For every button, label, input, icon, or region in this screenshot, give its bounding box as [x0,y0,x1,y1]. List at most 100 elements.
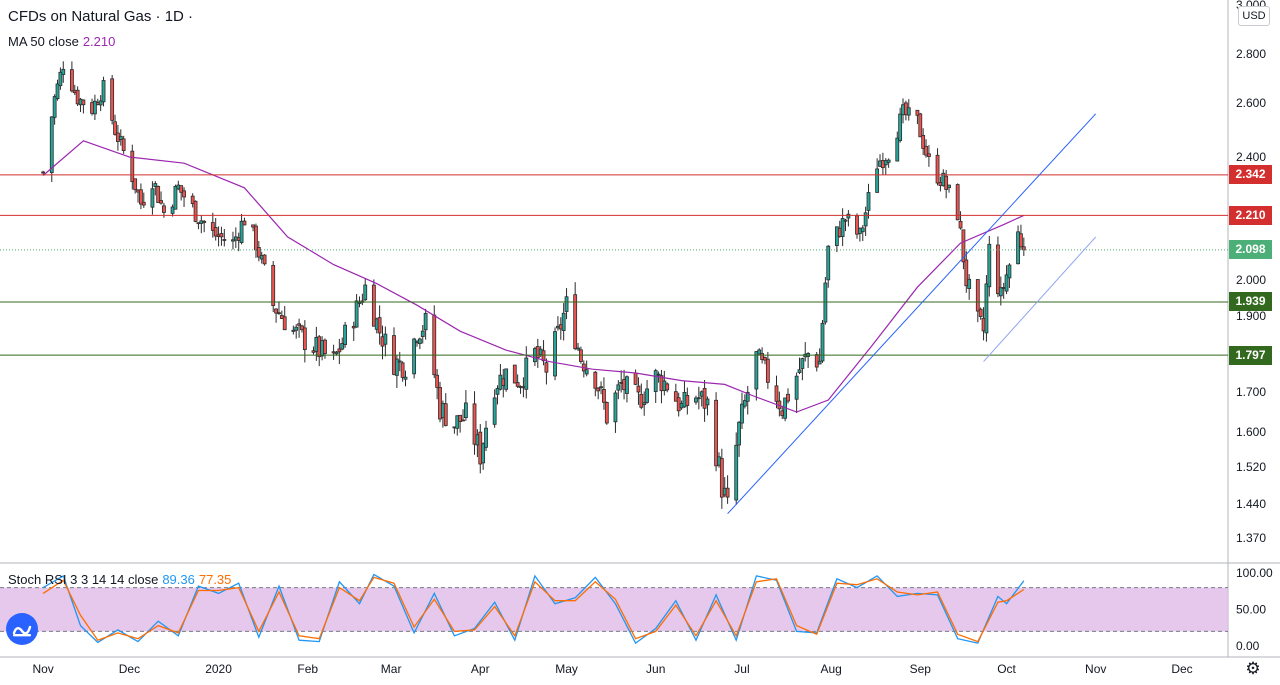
candle-body [412,338,417,375]
candle-body [863,212,868,227]
support-level-tag: 1.797 [1229,345,1272,365]
candle-body [642,402,647,405]
candle-body [1019,233,1023,248]
candle-body [947,184,951,189]
candle-body [541,350,546,362]
candle-body [210,222,215,231]
candle-body [113,121,117,135]
candle-body [967,278,972,289]
candle-body [765,358,770,383]
stoch-tick-label: 100.00 [1236,566,1273,580]
candle-body [394,358,399,376]
candle-body [371,284,376,327]
gear-icon[interactable]: ⚙ [1245,659,1261,678]
candle-body [383,333,388,345]
candle-body [461,419,465,422]
price-tick-label: 2.400 [1236,150,1266,164]
candle-body [98,100,103,106]
candle-body [110,78,115,121]
candle-body [564,296,569,312]
price-tick-label: 1.600 [1236,425,1266,439]
candle-body [702,388,707,409]
candle-body [435,374,440,388]
stoch-rsi-legend[interactable]: Stoch RSI 3 3 14 14 close 89.36 77.35 [8,572,231,587]
candle-body [694,397,698,403]
support-level-tag: 1.939 [1229,292,1272,312]
candle-body [213,227,218,237]
candle-body [961,229,966,263]
candle-body [156,185,161,203]
candle-body [52,96,57,118]
stoch-rsi-k-line [42,573,1025,645]
candle-body [481,443,486,464]
candle-body [334,351,339,355]
tradingview-logo-icon[interactable] [6,613,38,645]
symbol-title[interactable]: CFDs on Natural Gas · 1D · [8,8,194,25]
candle-body [840,218,845,238]
candle-body [955,184,960,221]
ma-50-line [42,140,1025,413]
candle-body [596,387,601,392]
time-tick-label: Apr [471,662,490,676]
candle-body [256,246,261,258]
price-tick-label: 1.440 [1236,497,1266,511]
candle-body [719,458,724,498]
candle-body [130,150,135,182]
candle-body [576,347,580,350]
candle-body [814,354,819,368]
candle-body [924,145,928,156]
candle-body [826,245,831,281]
time-tick-label: Feb [297,662,318,676]
candle-body [403,376,408,380]
candle-body [918,113,923,138]
candle-body [984,283,989,334]
candle-body [895,137,900,162]
candle-body [696,397,701,400]
candle-body [69,69,74,92]
price-tick-label: 1.520 [1236,460,1266,474]
candle-body [579,349,583,362]
candle-body [58,71,63,87]
time-tick-label: Jul [734,662,749,676]
candle-body [492,397,497,425]
candle-body [561,312,566,331]
candle-body [786,393,790,402]
candle-body [337,348,342,353]
last-price-tag: 2.098 [1229,240,1272,260]
candle-body [75,89,80,105]
candle-body [584,369,589,375]
resistance-level-tag: 2.210 [1229,205,1272,225]
candle-body [343,324,348,345]
candle-body [705,398,710,406]
candle-body [262,254,267,265]
candle-body [656,373,661,376]
candle-body [927,153,931,157]
currency-label[interactable]: USD [1238,6,1270,26]
candle-body [760,353,765,360]
candle-body [734,444,739,501]
candle-body [49,116,54,173]
price-tick-label: 2.800 [1236,47,1266,61]
candle-body [118,135,123,140]
candle-body [340,342,345,350]
candle-body [757,349,762,355]
candle-body [219,233,224,238]
price-tick-label: 1.900 [1236,309,1266,323]
candle-body [153,183,158,187]
candle-body [377,317,382,334]
candle-body [297,323,301,326]
time-tick-label: Aug [820,662,841,676]
candle-body [797,369,802,373]
ma-legend[interactable]: MA 50 close 2.210 [8,34,115,49]
candle-body [323,339,327,354]
time-tick-label: Oct [997,662,1016,676]
candle-body [432,314,437,376]
candle-body [239,220,244,243]
candle-body [121,138,126,151]
candle-body [613,392,618,423]
candle-body [823,282,828,323]
candle-body [544,362,549,373]
candle-body [725,487,730,498]
